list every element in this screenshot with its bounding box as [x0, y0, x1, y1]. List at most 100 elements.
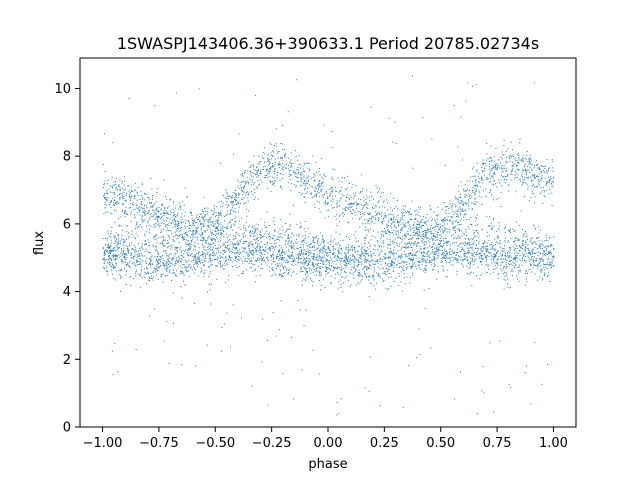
data-point: [524, 250, 526, 252]
data-point: [311, 261, 313, 263]
data-point: [353, 265, 355, 267]
data-point: [547, 168, 549, 170]
data-point: [532, 183, 534, 185]
data-point: [281, 188, 283, 190]
data-point: [416, 268, 418, 270]
data-point: [291, 263, 293, 265]
data-point: [205, 242, 207, 244]
data-point: [356, 241, 358, 243]
data-point: [382, 241, 384, 243]
data-point: [128, 262, 130, 264]
data-point: [192, 229, 194, 231]
data-point: [518, 264, 520, 266]
data-point: [468, 219, 470, 221]
data-point: [212, 246, 214, 248]
data-point: [370, 217, 372, 219]
data-point: [355, 269, 357, 271]
data-point: [405, 222, 407, 224]
data-point: [143, 192, 145, 194]
data-point: [352, 255, 354, 257]
data-point: [200, 267, 202, 269]
data-point: [292, 271, 294, 273]
data-point: [152, 271, 154, 273]
data-point: [296, 247, 298, 249]
data-point: [149, 203, 151, 205]
data-point: [167, 246, 169, 248]
data-point: [114, 182, 116, 184]
data-point: [231, 257, 233, 259]
data-point: [274, 180, 276, 182]
data-point: [155, 269, 157, 271]
data-point: [196, 214, 198, 216]
data-point: [135, 275, 137, 277]
data-point: [518, 269, 520, 271]
data-point: [136, 191, 138, 193]
data-point: [130, 213, 132, 215]
data-point: [148, 262, 150, 264]
data-point: [511, 274, 513, 276]
data-point: [415, 255, 417, 257]
data-point: [381, 230, 383, 232]
data-point: [413, 263, 415, 265]
data-point: [220, 262, 222, 264]
data-point: [452, 252, 454, 254]
data-point: [529, 166, 531, 168]
data-point: [164, 212, 166, 214]
data-point: [410, 218, 412, 220]
data-point: [418, 257, 420, 259]
data-point: [213, 253, 215, 255]
data-point: [327, 216, 329, 218]
data-point: [325, 261, 327, 263]
data-point: [329, 192, 331, 194]
data-point: [465, 229, 467, 231]
data-point: [440, 234, 442, 236]
data-point: [438, 271, 440, 273]
data-point: [140, 263, 142, 265]
data-point: [524, 177, 526, 179]
data-point: [284, 253, 286, 255]
data-point: [402, 269, 404, 271]
data-point: [148, 276, 150, 278]
data-point: [469, 194, 471, 196]
data-point: [485, 178, 487, 180]
data-point: [381, 205, 383, 207]
data-point: [530, 253, 531, 255]
data-point: [316, 184, 318, 186]
data-point: [274, 246, 276, 248]
data-point: [325, 203, 327, 205]
data-point: [228, 235, 230, 237]
data-point: [371, 195, 373, 197]
data-point: [105, 267, 107, 269]
data-point: [463, 214, 465, 216]
data-point: [118, 194, 120, 196]
data-point: [460, 218, 462, 220]
data-point: [425, 269, 427, 271]
data-point: [379, 237, 381, 239]
data-point: [553, 255, 555, 257]
data-point: [449, 200, 451, 202]
data-point: [214, 227, 216, 229]
data-point: [132, 191, 134, 193]
data-point: [105, 197, 107, 199]
data-point: [137, 250, 139, 252]
data-point: [121, 181, 123, 183]
data-point: [214, 239, 216, 241]
data-point: [104, 193, 106, 195]
data-point: [270, 254, 272, 256]
data-point: [330, 186, 332, 188]
data-point: [319, 270, 321, 272]
data-point: [126, 254, 128, 256]
data-point: [353, 210, 355, 212]
data-point: [538, 263, 540, 265]
data-point: [312, 281, 314, 283]
data-point: [172, 200, 174, 202]
data-point: [227, 210, 229, 212]
data-point: [493, 173, 495, 175]
data-point: [322, 251, 324, 253]
data-point: [403, 262, 405, 264]
data-point: [445, 255, 447, 257]
data-point: [312, 245, 314, 247]
data-point: [249, 242, 251, 244]
data-point: [169, 262, 171, 264]
data-point: [503, 154, 505, 156]
